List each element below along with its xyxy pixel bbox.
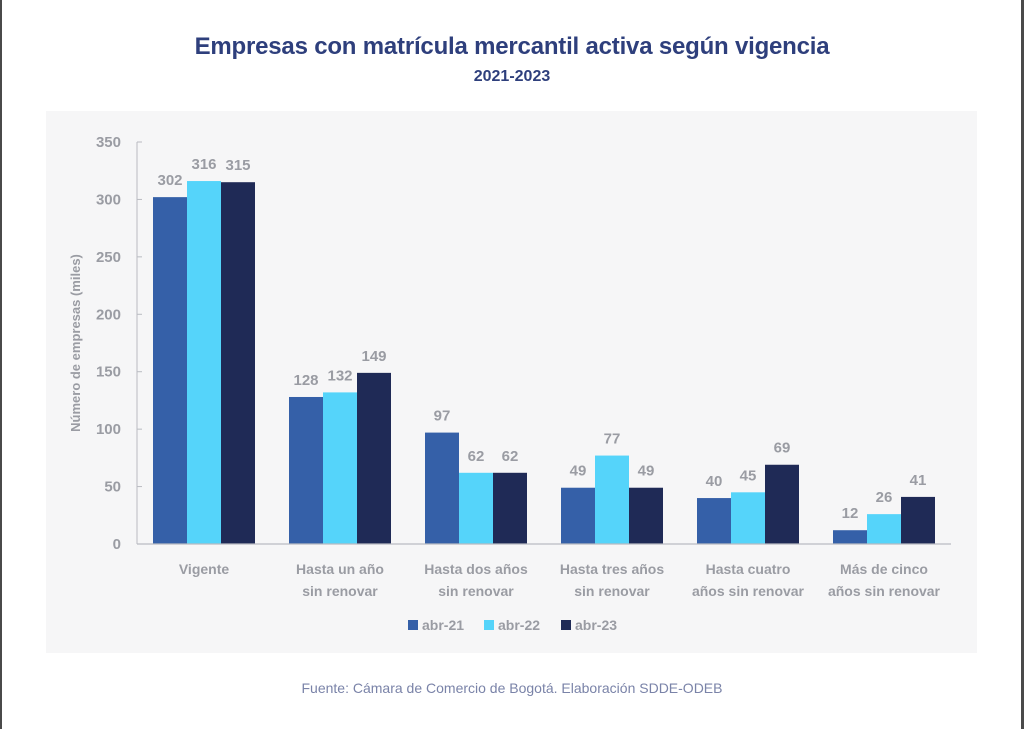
x-axis: Vigente Hasta un año sin renovar Hasta dos … — [137, 543, 951, 599]
x-tick-label: sin renovar — [438, 583, 514, 599]
data-label: 41 — [910, 472, 927, 489]
source-note: Fuente: Cámara de Comercio de Bogotá. El… — [301, 680, 723, 696]
y-tick-label: 250 — [96, 249, 121, 266]
legend: abr-21 abr-22 abr-23 — [408, 617, 617, 633]
y-tick-label: 300 — [96, 191, 121, 208]
y-tick-label: 200 — [96, 306, 121, 323]
bar — [459, 472, 493, 544]
y-tick-label: 0 — [113, 536, 121, 553]
bar — [901, 496, 935, 544]
x-tick-label: Hasta tres años — [560, 561, 664, 577]
y-tick-label: 150 — [96, 364, 121, 381]
y-axis-label: Número de empresas (miles) — [68, 254, 83, 432]
bar — [187, 181, 221, 544]
bar — [289, 396, 323, 544]
bar — [731, 492, 765, 544]
data-label: 132 — [327, 367, 352, 384]
legend-label: abr-22 — [498, 617, 540, 633]
bar — [697, 498, 731, 544]
data-label: 62 — [468, 448, 485, 465]
x-tick-label: sin renovar — [302, 583, 378, 599]
legend-swatch — [408, 620, 418, 630]
data-label: 302 — [157, 172, 182, 189]
bars — [153, 181, 935, 545]
data-labels: 302 316 315 128 132 149 97 62 62 49 77 49 40 45 69 12 26… — [157, 156, 926, 522]
x-tick-label: Más de cinco — [840, 561, 928, 577]
x-tick-label: sin renovar — [574, 583, 650, 599]
y-tick-label: 100 — [96, 421, 121, 438]
data-label: 49 — [570, 463, 587, 480]
y-tick-label: 350 — [96, 134, 121, 151]
frame-left-border — [0, 0, 2, 729]
chart-title: Empresas con matrícula mercantil activa … — [194, 33, 830, 60]
chart-subtitle: 2021-2023 — [473, 68, 551, 85]
legend-swatch — [561, 620, 571, 630]
bar — [153, 197, 187, 545]
bar — [629, 487, 663, 544]
bar — [595, 455, 629, 544]
data-label: 45 — [740, 467, 757, 484]
frame-right-border — [1021, 0, 1024, 729]
data-label: 26 — [876, 489, 893, 506]
bar — [425, 432, 459, 544]
legend-swatch — [484, 620, 494, 630]
bar — [493, 472, 527, 544]
data-label: 97 — [434, 408, 451, 425]
y-tick-label: 50 — [104, 479, 121, 496]
x-tick-label: Hasta dos años — [424, 561, 528, 577]
data-label: 149 — [361, 348, 386, 365]
bar — [561, 487, 595, 544]
bar — [221, 182, 255, 544]
data-label: 316 — [191, 156, 216, 173]
bar — [833, 530, 867, 544]
data-label: 62 — [502, 448, 519, 465]
bar — [867, 514, 901, 544]
data-label: 77 — [604, 431, 621, 448]
x-tick-label: Hasta un año — [296, 561, 384, 577]
x-tick-label: años sin renovar — [692, 583, 805, 599]
data-label: 128 — [293, 372, 318, 389]
data-label: 69 — [774, 440, 791, 457]
data-label: 315 — [225, 157, 250, 174]
x-tick-label: Vigente — [179, 561, 230, 577]
legend-label: abr-21 — [422, 617, 464, 633]
x-tick-label: Hasta cuatro — [706, 561, 791, 577]
data-label: 12 — [842, 505, 859, 522]
data-label: 40 — [706, 473, 723, 490]
x-tick-label: años sin renovar — [828, 583, 941, 599]
data-label: 49 — [638, 463, 655, 480]
bar — [765, 464, 799, 544]
y-axis: 0 50 100 150 200 250 300 350 — [96, 134, 142, 553]
bar — [323, 392, 357, 544]
legend-label: abr-23 — [575, 617, 617, 633]
bar — [357, 372, 391, 544]
